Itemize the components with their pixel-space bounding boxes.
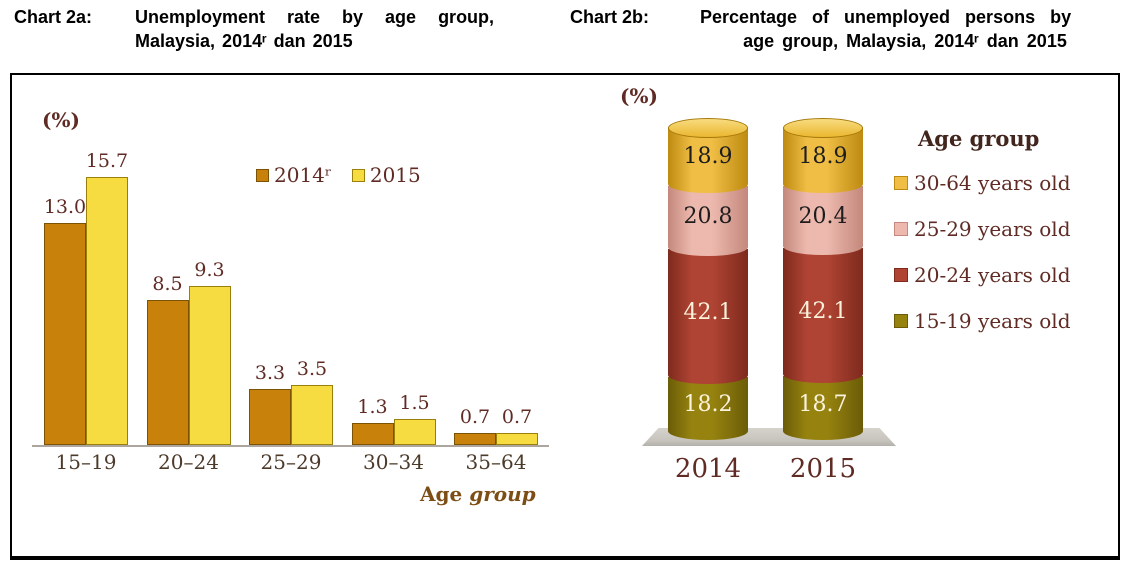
bar-2015-30–34: [393, 419, 436, 445]
chart-2b-unit-label: (%): [620, 84, 658, 108]
cylinder-2015: 18.9 20.4 42.1 18.7: [783, 118, 863, 441]
cylinder-top-ellipse: [783, 118, 863, 138]
segment-value-label: 20.8: [683, 204, 733, 230]
legend-swatch-icon: [894, 268, 908, 282]
bar-2015-15–19: [86, 176, 128, 445]
bar-value-label: 1.3: [357, 395, 388, 418]
legend-swatch-icon: [894, 314, 908, 328]
bar-value-label: 8.5: [152, 272, 183, 295]
chart-2a-legend: 2014ʳ 2015: [256, 165, 421, 185]
bar-value-label: 0.7: [501, 406, 533, 429]
chart-2b-title: Chart 2b: Percentage of unemployed perso…: [570, 5, 1115, 53]
chart-2b-title-line2: age group, Malaysia, 2014ʳ dan 2015: [743, 31, 1067, 51]
legend-item-15-19: 15-19 years old: [894, 311, 1071, 331]
segment-15-19-2014: [668, 377, 748, 440]
legend-item-2015: 2015: [351, 163, 421, 187]
bar-2014-15–19: [44, 222, 86, 445]
legend-item-2014: 2014ʳ: [256, 165, 332, 185]
bar-value-label: 0.7: [459, 406, 491, 429]
segment-25-29-2015: [783, 185, 863, 255]
segment-value-label: 18.9: [683, 143, 733, 169]
cylinder-top-ellipse: [668, 118, 748, 138]
segment-value-label: 18.7: [798, 391, 848, 417]
bar-2014-20–24: [146, 299, 189, 445]
bar-value-label: 9.3: [194, 258, 225, 281]
bar-value-label: 15.7: [85, 149, 129, 172]
x-tick-15–19: 15–19: [55, 450, 117, 474]
chart-2a-title: Chart 2a: Unemployment rate by age group…: [14, 5, 524, 53]
bar-2014-25–29: [249, 388, 291, 445]
chart-2b-title-line1: Percentage of unemployed persons by: [700, 7, 1072, 27]
legend-item-label: 30-64 years old: [914, 171, 1071, 195]
x-tick-20–24: 20–24: [158, 450, 219, 474]
legend-item-label: 15-19 years old: [914, 309, 1071, 333]
bar-2014-35–64: [454, 433, 496, 445]
segment-25-29-2014: [668, 185, 748, 257]
chart-2a-title-label: Chart 2a:: [14, 7, 93, 27]
chart-2a-title-line1: Unemployment rate by age group,: [135, 7, 495, 27]
x-axis-title-normal: Age: [420, 482, 470, 506]
segment-value-label: 42.1: [683, 300, 733, 326]
bar-2015-20–24: [188, 285, 231, 445]
x-axis-title-italic: group: [469, 482, 536, 506]
x-tick-30–34: 30–34: [363, 450, 424, 474]
legend-item-label: 2015: [369, 163, 421, 187]
legend-swatch-icon: [351, 168, 365, 182]
chart-2a-unit-label: (%): [42, 108, 80, 132]
segment-value-label: 18.9: [798, 143, 848, 169]
chart-2a-title-line2: Malaysia, 2014ʳ dan 2015: [135, 31, 353, 51]
legend-item-20-24: 20-24 years old: [894, 265, 1071, 285]
chart-2a-x-axis-title: Age group: [420, 482, 536, 506]
segment-value-label: 42.1: [798, 299, 848, 325]
legend-item-25-29: 25-29 years old: [894, 219, 1071, 239]
bar-value-label: 3.3: [254, 361, 286, 384]
x-tick-35–64: 35–64: [465, 450, 527, 474]
legend-swatch-icon: [256, 168, 269, 182]
chart-2b-legend-title: Age group: [918, 126, 1040, 151]
x-tick-25–29: 25–29: [260, 450, 322, 474]
segment-20-24-2014: [668, 249, 748, 385]
segment-15-19-2015: [783, 376, 863, 441]
legend-swatch-icon: [894, 222, 908, 236]
legend-item-30-64: 30-64 years old: [894, 173, 1071, 193]
legend-item-label: 25-29 years old: [914, 217, 1071, 241]
segment-value-label: 18.2: [683, 392, 733, 418]
bar-2015-35–64: [496, 433, 538, 445]
chart-2a-x-axis-line: [32, 445, 549, 447]
legend-item-label: 2014ʳ: [274, 163, 332, 187]
x-tick-2015: 2015: [789, 454, 857, 484]
segment-20-24-2015: [783, 247, 863, 384]
bar-value-label: 3.5: [296, 358, 328, 381]
segment-value-label: 20.4: [798, 203, 848, 229]
legend-item-label: 20-24 years old: [914, 263, 1071, 287]
cylinder-2014: 18.9 20.8 42.1 18.2: [668, 118, 748, 440]
bar-value-label: 1.5: [399, 392, 430, 415]
bar-2015-25–29: [291, 385, 333, 445]
x-tick-2014: 2014: [674, 454, 742, 484]
segment-30-64-2014: [668, 128, 748, 193]
legend-swatch-icon: [894, 176, 908, 190]
chart-2b-title-text: Percentage of unemployed persons by age …: [700, 5, 1110, 53]
chart-2a-title-text: Unemployment rate by age group, Malaysia…: [135, 5, 494, 53]
chart-2b-title-label: Chart 2b:: [570, 7, 650, 27]
bar-2014-30–34: [351, 422, 394, 445]
bar-value-label: 13.0: [43, 195, 87, 218]
segment-30-64-2015: [783, 128, 863, 193]
